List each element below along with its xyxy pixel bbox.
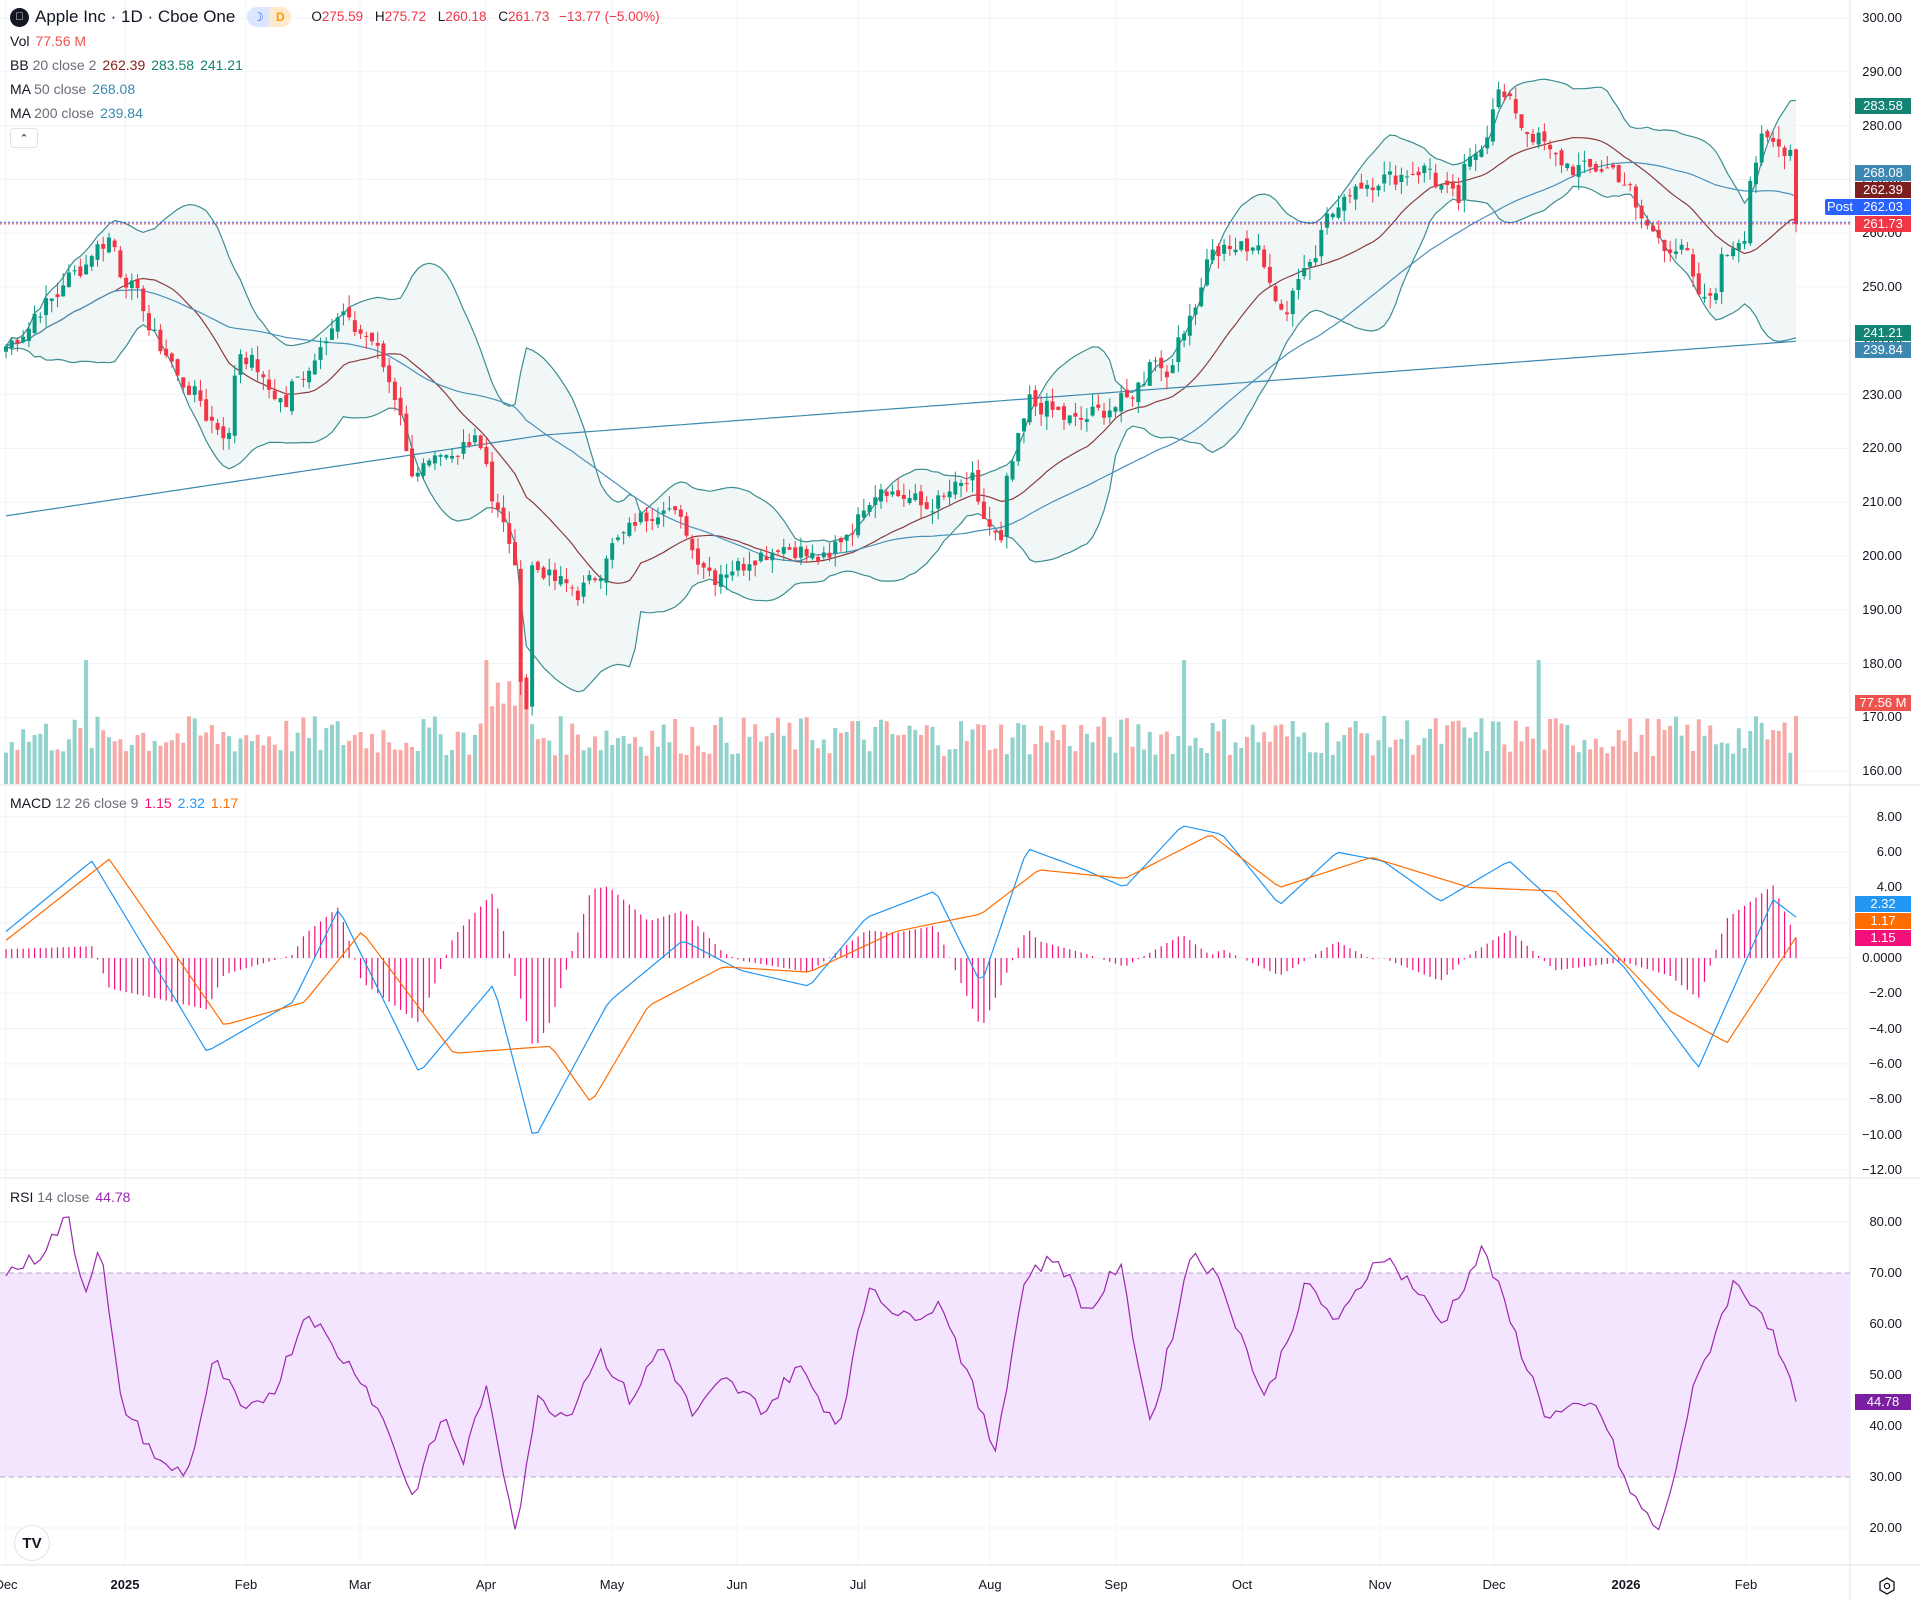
macd-histogram <box>5 885 1797 1044</box>
time-label: 2026 <box>1611 1577 1641 1592</box>
price-tick: 280.00 <box>1862 117 1902 133</box>
open-value: 275.59 <box>321 9 364 24</box>
data-delay-badge: D <box>269 7 292 27</box>
price-tick: 290.00 <box>1862 63 1902 79</box>
time-label: Feb <box>234 1577 258 1592</box>
time-label: Aug <box>978 1577 1002 1592</box>
price-tag: 261.73 <box>1855 216 1911 232</box>
macd-tick: −4.00 <box>1869 1020 1902 1036</box>
change-value: −13.77 (−5.00%) <box>559 9 660 24</box>
ma50-legend[interactable]: MA 50 close 268.08 <box>10 81 136 97</box>
post-market-label: Post <box>1825 199 1855 215</box>
volume-tag: 77.56 M <box>1855 695 1911 711</box>
bb-legend[interactable]: BB 20 close 2 262.39 283.58 241.21 <box>10 57 243 73</box>
price-tag: 262.39 <box>1855 182 1911 198</box>
price-tick: 220.00 <box>1862 440 1902 456</box>
settings-gear-icon[interactable] <box>1878 1577 1896 1595</box>
time-label: Nov <box>1368 1577 1392 1592</box>
time-label: Sep <box>1104 1577 1128 1592</box>
symbol-title[interactable]: Apple Inc · 1D · Cboe One <box>35 7 236 26</box>
price-tick: 180.00 <box>1862 655 1902 671</box>
rsi-tick: 70.00 <box>1869 1265 1902 1280</box>
macd-tick: −2.00 <box>1869 985 1902 1001</box>
chevron-up-icon: ⌃ <box>19 132 29 145</box>
price-tick: 160.00 <box>1862 763 1902 779</box>
price-tick: 210.00 <box>1862 494 1902 510</box>
price-tag: 239.84 <box>1855 342 1911 358</box>
macd-tick: 6.00 <box>1876 844 1902 860</box>
ma200-legend[interactable]: MA 200 close 239.84 <box>10 105 143 121</box>
high-value: 275.72 <box>384 9 426 24</box>
volume-bars <box>4 660 1798 784</box>
time-label: Dec <box>1482 1577 1506 1592</box>
rsi-tick: 60.00 <box>1869 1316 1902 1331</box>
macd-tag: 2.32 <box>1855 896 1911 912</box>
bb-lower-value: 241.21 <box>200 57 243 73</box>
volume-value: 77.56 M <box>35 33 87 49</box>
time-label: Jun <box>726 1577 748 1592</box>
time-label: May <box>599 1577 625 1592</box>
session-badges[interactable]: ☽ D <box>247 7 292 27</box>
price-tag: 268.08 <box>1855 165 1911 181</box>
macd-tick: −10.00 <box>1861 1126 1902 1142</box>
time-label: Dec <box>0 1577 18 1592</box>
macd-tick: −12.00 <box>1861 1161 1902 1177</box>
volume-legend[interactable]: Vol 77.56 M <box>10 33 87 49</box>
rsi-tick: 30.00 <box>1869 1469 1902 1484</box>
candles <box>4 81 1798 716</box>
time-label: Mar <box>348 1577 372 1592</box>
rsi-value: 44.78 <box>95 1189 131 1205</box>
rsi-tick: 50.00 <box>1869 1367 1902 1382</box>
ma200-value: 239.84 <box>100 105 143 121</box>
macd-hist-value: 1.15 <box>144 795 172 811</box>
bb-basis-value: 262.39 <box>102 57 146 73</box>
time-label: Feb <box>1734 1577 1758 1592</box>
price-tick: 170.00 <box>1862 709 1902 725</box>
rsi-tick: 40.00 <box>1869 1418 1902 1433</box>
macd-tick: −8.00 <box>1869 1091 1902 1107</box>
macd-legend[interactable]: MACD 12 26 close 9 1.15 2.32 1.17 <box>10 795 239 811</box>
close-value: 261.73 <box>508 9 550 24</box>
time-label: Oct <box>1231 1577 1253 1592</box>
moon-icon: ☽ <box>247 7 270 27</box>
price-tick: 250.00 <box>1862 279 1902 294</box>
price-tag: 283.58 <box>1855 98 1911 114</box>
time-label: Jul <box>849 1577 867 1592</box>
rsi-tag: 44.78 <box>1855 1393 1911 1410</box>
macd-tag: 1.15 <box>1855 930 1911 946</box>
price-tick: 230.00 <box>1862 386 1902 402</box>
price-tick: 300.00 <box>1862 10 1902 25</box>
apple-logo-icon:  <box>10 7 29 27</box>
bb-upper-value: 283.58 <box>151 57 195 73</box>
ohlc-values: O275.59 H275.72 L260.18 C261.73 −13.77 (… <box>311 9 660 24</box>
price-tick: 200.00 <box>1862 548 1902 563</box>
macd-signal-value: 1.17 <box>210 795 239 811</box>
collapse-legend-button[interactable]: ⌃ <box>10 128 38 148</box>
low-value: 260.18 <box>445 9 487 24</box>
price-tag: 262.03 <box>1855 199 1911 215</box>
price-tick: 190.00 <box>1862 601 1902 617</box>
tradingview-logo[interactable]: TV <box>14 1525 50 1561</box>
rsi-legend[interactable]: RSI 14 close 44.78 <box>10 1189 131 1205</box>
rsi-tick: 20.00 <box>1869 1520 1902 1535</box>
price-tag: 241.21 <box>1855 325 1911 341</box>
macd-tag: 1.17 <box>1855 913 1911 929</box>
rsi-tick: 80.00 <box>1869 1214 1902 1229</box>
macd-tick: 4.00 <box>1876 879 1902 895</box>
ma50-value: 268.08 <box>92 81 136 97</box>
macd-tick: 8.00 <box>1876 808 1902 824</box>
time-label: 2025 <box>110 1577 140 1592</box>
macd-tick: −6.00 <box>1869 1055 1902 1071</box>
macd-tick: 0.0000 <box>1862 950 1902 965</box>
macd-value: 2.32 <box>177 795 205 811</box>
symbol-legend[interactable]:  Apple Inc · 1D · Cboe One ☽ D O275.59 … <box>10 7 660 27</box>
time-label: Apr <box>475 1577 497 1592</box>
